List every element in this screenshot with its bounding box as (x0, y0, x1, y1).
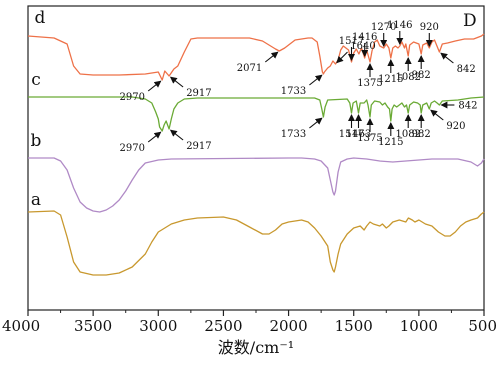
peak-label: 1270 (371, 22, 396, 33)
peak-label: 1375 (357, 133, 382, 144)
peak-label: 1082 (395, 72, 420, 83)
peak-arrow (440, 52, 454, 64)
peak-label: 2970 (120, 92, 145, 103)
peak-label: 1733 (281, 86, 306, 97)
spectra-layer: d c b a (27, 8, 485, 276)
peak-label: 982 (412, 129, 431, 140)
peak-arrow (169, 129, 184, 141)
peak-annotations: 2970 291720711733164015171416137512701146… (120, 20, 478, 154)
peak-label: 1733 (281, 129, 306, 140)
peak-label: 1215 (378, 74, 403, 85)
peak-arrow (309, 74, 323, 86)
peak-label: 2970 (120, 143, 145, 154)
peak-label: 1082 (395, 129, 420, 140)
spectrum-line-b (28, 157, 485, 213)
peak-label: 982 (412, 70, 431, 81)
peak-label: 842 (458, 101, 477, 112)
peak-arrow (147, 131, 162, 143)
peak-label: 2917 (186, 88, 211, 99)
x-tick-label: 1000 (400, 317, 438, 335)
peak-label: 1640 (350, 41, 375, 52)
peak-label: 842 (457, 64, 476, 75)
spectrum-line-c (28, 96, 485, 132)
peak-label: 1146 (387, 20, 412, 31)
panel-mark-label: D (463, 11, 477, 31)
x-axis-label: 波数/cm⁻¹ (218, 338, 294, 357)
peak-label: 2917 (186, 141, 211, 152)
peak-label: 1375 (357, 78, 382, 89)
peak-arrow (309, 117, 323, 129)
peak-label: 1463 (346, 129, 371, 140)
x-tick-label: 3500 (74, 317, 112, 335)
x-tick-label: 1500 (335, 317, 373, 335)
series-label-d: d (35, 8, 46, 28)
peak-arrow (336, 51, 348, 64)
spectrum-line-a (27, 210, 485, 276)
peak-arrow (264, 51, 279, 63)
peak-label: 920 (446, 121, 465, 132)
x-tick-label: 3000 (139, 317, 177, 335)
peak-label: 1215 (378, 137, 403, 148)
peak-arrow (147, 80, 162, 92)
peak-arrow (430, 109, 444, 121)
peak-label: 1416 (352, 32, 377, 43)
x-tick-label: 500 (468, 317, 497, 335)
x-tick-label: 2500 (204, 317, 242, 335)
peak-label: 1517 (339, 129, 364, 140)
x-tick-label: 2000 (269, 317, 307, 335)
series-label-a: a (31, 190, 41, 210)
peak-label: 2071 (237, 63, 262, 74)
peak-label: 920 (420, 22, 439, 33)
x-tick-label: 4000 (2, 317, 40, 335)
x-axis-ticks: 4000 3500 3000 2500 2000 1500 1000 500 (2, 310, 497, 335)
series-label-c: c (31, 70, 41, 90)
series-label-b: b (31, 131, 42, 151)
peak-arrow (169, 76, 184, 88)
peak-label: 1517 (339, 36, 364, 47)
